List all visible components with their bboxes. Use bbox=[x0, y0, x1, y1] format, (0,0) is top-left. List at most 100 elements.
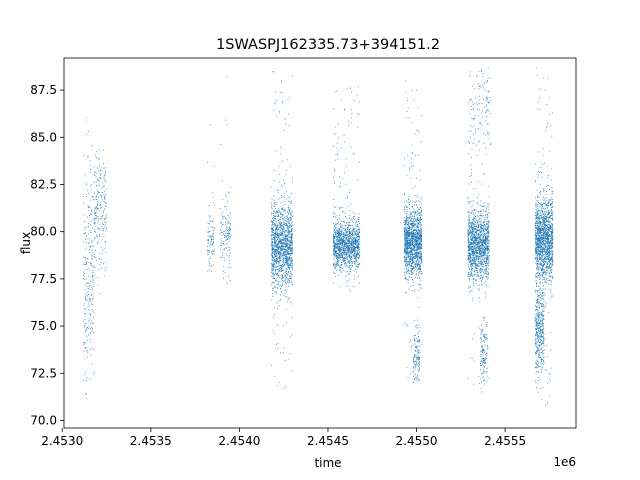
data-point bbox=[406, 236, 408, 238]
data-point bbox=[418, 229, 420, 231]
data-point bbox=[420, 256, 422, 258]
data-point bbox=[354, 249, 356, 251]
data-point bbox=[273, 234, 275, 236]
data-point bbox=[290, 242, 292, 244]
data-point bbox=[279, 241, 280, 243]
data-point bbox=[404, 226, 406, 228]
data-point bbox=[340, 182, 342, 184]
data-point bbox=[229, 267, 231, 268]
data-point bbox=[92, 196, 94, 197]
data-point bbox=[290, 203, 292, 204]
data-point bbox=[291, 230, 293, 232]
data-point bbox=[286, 221, 288, 223]
data-point bbox=[406, 224, 408, 226]
data-point bbox=[277, 248, 279, 249]
data-point bbox=[408, 244, 410, 246]
data-point bbox=[273, 241, 275, 243]
data-point bbox=[410, 231, 412, 233]
data-point bbox=[407, 261, 409, 263]
data-point bbox=[419, 267, 421, 269]
data-point bbox=[274, 103, 276, 105]
data-point bbox=[337, 245, 339, 247]
data-point bbox=[222, 216, 224, 218]
data-point bbox=[420, 250, 422, 252]
data-point bbox=[410, 251, 412, 253]
data-point bbox=[279, 197, 281, 199]
data-point bbox=[357, 218, 359, 220]
data-point bbox=[408, 273, 410, 275]
data-point bbox=[347, 241, 349, 242]
data-point bbox=[337, 255, 339, 257]
data-point bbox=[289, 270, 291, 272]
data-point bbox=[334, 241, 336, 243]
data-point bbox=[337, 154, 338, 155]
data-point bbox=[354, 231, 356, 233]
data-point bbox=[275, 269, 276, 271]
data-point bbox=[421, 243, 422, 245]
data-point bbox=[92, 281, 94, 283]
data-point bbox=[282, 239, 283, 241]
data-point bbox=[413, 261, 415, 263]
data-point bbox=[335, 217, 337, 219]
data-point bbox=[479, 270, 481, 272]
data-point bbox=[284, 292, 286, 294]
data-point bbox=[287, 113, 289, 115]
data-point bbox=[404, 257, 406, 259]
data-point bbox=[484, 270, 486, 272]
data-point bbox=[413, 225, 415, 227]
data-point bbox=[290, 254, 292, 256]
data-point bbox=[278, 228, 279, 230]
data-point bbox=[416, 177, 417, 179]
data-point bbox=[274, 229, 276, 231]
data-point bbox=[337, 221, 339, 223]
data-point bbox=[209, 216, 211, 218]
data-point bbox=[272, 296, 274, 298]
data-point bbox=[94, 208, 96, 210]
data-point bbox=[285, 257, 287, 259]
data-point bbox=[221, 244, 223, 246]
data-point bbox=[359, 282, 360, 284]
data-point bbox=[347, 228, 349, 230]
data-point bbox=[407, 254, 409, 256]
data-point bbox=[407, 279, 409, 281]
data-point bbox=[339, 250, 341, 252]
data-point bbox=[415, 220, 416, 222]
data-point bbox=[291, 243, 293, 245]
data-point bbox=[279, 222, 281, 224]
data-point bbox=[412, 89, 413, 91]
data-point bbox=[334, 255, 336, 257]
data-point bbox=[345, 197, 347, 199]
data-point bbox=[282, 242, 284, 244]
data-point bbox=[341, 251, 343, 253]
data-point bbox=[284, 264, 286, 266]
data-point bbox=[415, 214, 417, 216]
data-point bbox=[346, 264, 348, 266]
data-point bbox=[283, 265, 285, 267]
data-point bbox=[406, 97, 408, 99]
data-point bbox=[408, 236, 409, 238]
data-point bbox=[333, 251, 335, 253]
data-point bbox=[211, 220, 213, 222]
data-point bbox=[356, 240, 358, 242]
data-point bbox=[271, 237, 273, 239]
data-point bbox=[414, 238, 415, 240]
data-point bbox=[220, 231, 222, 233]
data-point bbox=[290, 215, 292, 216]
data-point bbox=[93, 223, 95, 225]
data-point bbox=[357, 233, 359, 235]
data-point bbox=[279, 256, 281, 258]
data-point bbox=[284, 274, 286, 276]
data-point bbox=[99, 210, 101, 211]
data-point bbox=[333, 225, 335, 227]
data-point bbox=[88, 313, 90, 315]
data-point bbox=[405, 257, 407, 259]
data-point bbox=[417, 250, 419, 251]
data-point bbox=[83, 271, 85, 273]
data-point bbox=[280, 260, 282, 262]
data-point bbox=[88, 241, 90, 243]
data-point bbox=[277, 274, 279, 276]
data-point bbox=[337, 232, 339, 234]
data-point bbox=[275, 241, 276, 243]
data-point bbox=[347, 242, 349, 244]
data-point bbox=[412, 238, 414, 240]
